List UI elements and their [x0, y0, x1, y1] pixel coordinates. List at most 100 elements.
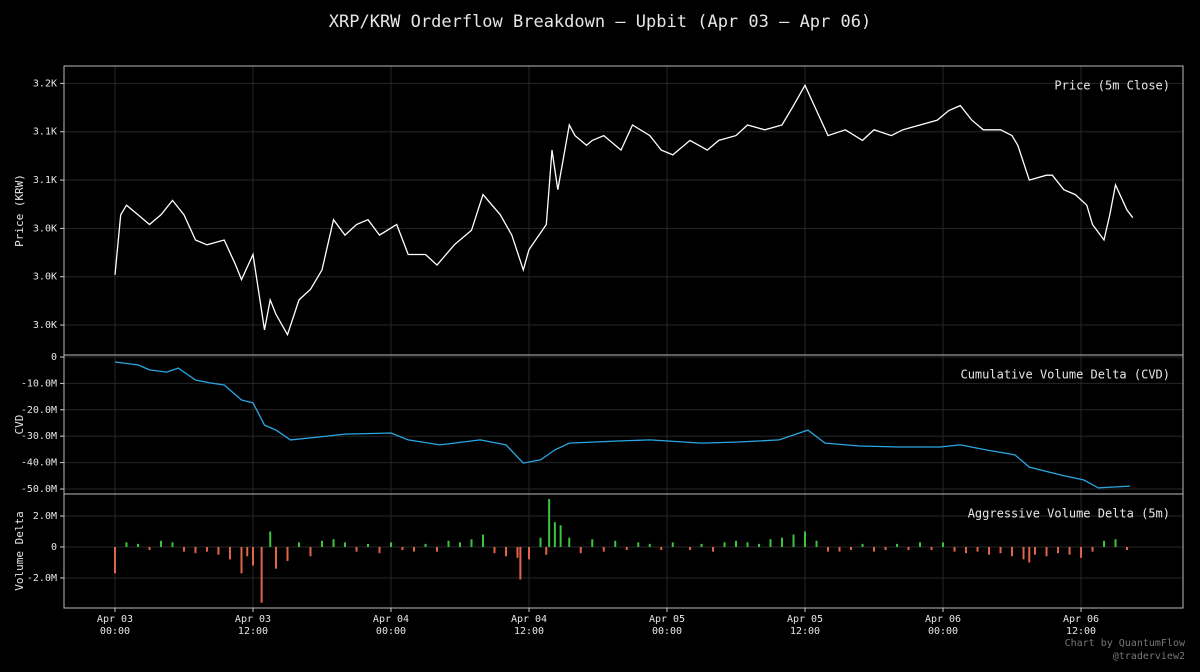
x-tick-label: Apr 06 00:00 — [924, 614, 962, 637]
bar — [1028, 546, 1031, 563]
x-tick-label: Apr 05 00:00 — [648, 614, 686, 637]
bar — [171, 542, 174, 547]
bar — [553, 522, 556, 547]
bar — [260, 546, 263, 603]
y-tick-label: -2.0M — [27, 573, 57, 584]
y-tick-label: 3.0K — [33, 272, 57, 283]
bar — [447, 540, 450, 547]
series-line — [114, 361, 1130, 489]
credit: Chart by QuantumFlow — [1065, 638, 1186, 649]
bar — [332, 539, 335, 547]
y-tick-label: -10.0M — [21, 378, 57, 389]
credit: @traderview2 — [1113, 651, 1185, 662]
bar — [412, 546, 415, 552]
bar — [194, 546, 197, 554]
bar — [493, 546, 496, 554]
bar — [712, 546, 715, 552]
bar — [988, 546, 991, 555]
y-tick-label: 3.0K — [33, 223, 57, 234]
bar — [148, 546, 151, 551]
bar — [1022, 546, 1025, 560]
y-tick-label: 3.0K — [33, 320, 57, 331]
bar — [228, 546, 231, 560]
y-tick-label: 2.0M — [33, 511, 57, 522]
bar — [539, 537, 542, 547]
x-tick-label: Apr 04 12:00 — [510, 614, 548, 637]
panel-label: Price (5m Close) — [1054, 79, 1170, 93]
x-tick-label: Apr 04 00:00 — [372, 614, 410, 637]
bar — [159, 540, 162, 547]
bar — [113, 546, 116, 574]
bar — [735, 540, 738, 547]
bar — [274, 546, 277, 569]
bar — [591, 539, 594, 547]
bar — [568, 537, 571, 547]
y-tick-label: -30.0M — [21, 431, 57, 442]
bar — [965, 546, 968, 554]
bar — [930, 546, 933, 551]
bar — [436, 546, 438, 552]
bar — [838, 546, 841, 552]
bar — [792, 534, 795, 547]
y-axis-label: Price (KRW) — [13, 174, 26, 247]
bar — [389, 542, 392, 547]
bar — [246, 546, 249, 557]
panel-frame — [63, 493, 1184, 609]
bar — [1068, 546, 1071, 555]
bar — [1034, 546, 1037, 555]
bar — [309, 546, 312, 557]
bar — [240, 546, 243, 574]
bar — [781, 537, 784, 547]
y-tick-label: -20.0M — [21, 405, 57, 416]
bar — [269, 531, 272, 547]
bar — [896, 543, 899, 547]
y-tick-label: -50.0M — [21, 484, 57, 495]
bar — [516, 546, 519, 558]
bar — [459, 542, 462, 547]
chart-title: XRP/KRW Orderflow Breakdown — Upbit (Apr… — [329, 12, 871, 32]
x-tick-label: Apr 03 12:00 — [234, 614, 272, 637]
bar — [1045, 546, 1048, 557]
bar — [700, 543, 703, 547]
bar — [217, 546, 220, 555]
bar — [660, 546, 663, 551]
bar — [343, 542, 346, 547]
bar — [286, 546, 289, 561]
panel-frame — [63, 65, 1184, 356]
bar — [602, 546, 605, 552]
bar — [827, 546, 830, 552]
bar — [648, 543, 651, 547]
bar — [182, 546, 185, 552]
bar — [746, 542, 749, 547]
bar — [614, 540, 617, 547]
bar — [723, 542, 726, 547]
bar — [482, 534, 485, 547]
bar — [976, 546, 979, 552]
bar — [548, 498, 551, 547]
y-tick-label: 3.1K — [33, 127, 57, 138]
bar — [919, 542, 922, 547]
bar — [378, 546, 381, 554]
bar — [1080, 546, 1083, 558]
x-tick-label: Apr 06 12:00 — [1062, 614, 1100, 637]
y-tick-label: 3.2K — [33, 78, 57, 89]
x-tick-label: Apr 05 12:00 — [786, 614, 824, 637]
panel-label: Aggressive Volume Delta (5m) — [968, 507, 1170, 521]
bar — [545, 546, 548, 555]
bar — [637, 542, 640, 547]
bar — [769, 539, 772, 547]
bar — [366, 543, 369, 547]
bar — [528, 546, 531, 560]
bar — [625, 546, 628, 551]
series-line — [114, 83, 1134, 337]
bar — [1126, 546, 1129, 551]
bar — [1057, 546, 1060, 554]
bar — [1011, 546, 1014, 557]
bar — [999, 546, 1002, 554]
bar — [942, 542, 945, 547]
bar — [205, 546, 208, 552]
bar — [125, 542, 128, 547]
y-tick-label: 3.1K — [33, 175, 57, 186]
bar — [1091, 546, 1094, 552]
bar — [1103, 540, 1106, 547]
